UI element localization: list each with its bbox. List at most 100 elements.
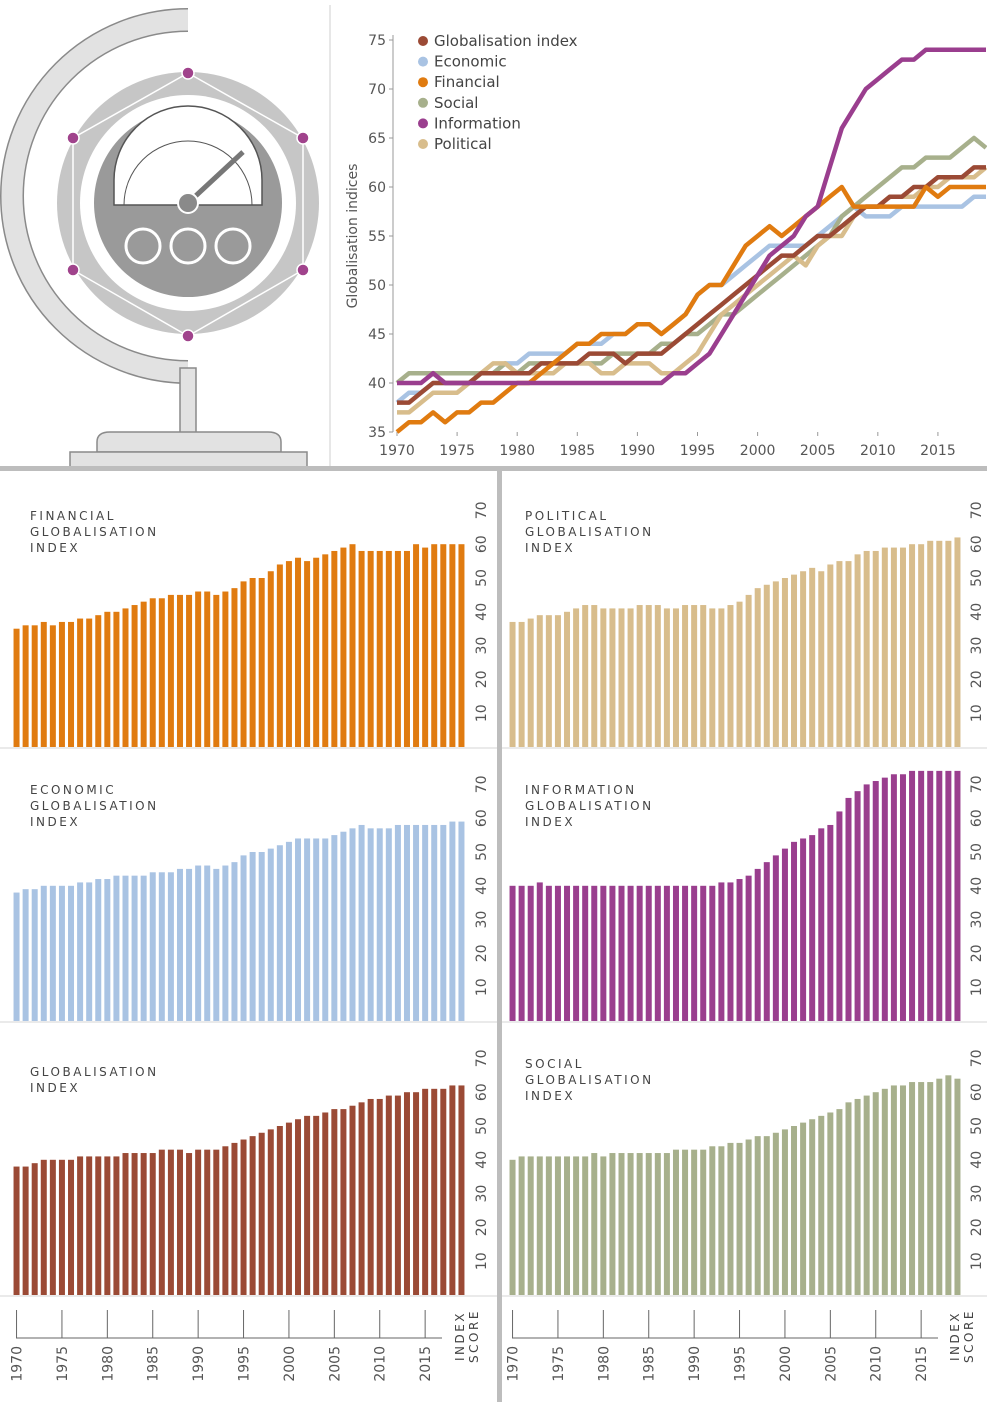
x-tick-label: 1975 [439, 443, 475, 459]
series-line [397, 165, 987, 415]
x-tick-label: 1975 [551, 1346, 567, 1382]
bar [204, 865, 211, 1021]
bar [827, 824, 834, 1021]
bar [122, 875, 129, 1021]
illustration [0, 8, 319, 470]
legend-swatch [418, 56, 428, 67]
bar [554, 885, 561, 1021]
bar [258, 578, 265, 747]
bar [104, 1156, 111, 1295]
y-tick-label: 30 [969, 637, 985, 655]
bar [700, 885, 707, 1021]
bar [358, 1102, 365, 1295]
bar [772, 1132, 779, 1295]
panel-title-line: INDEX [525, 1089, 575, 1103]
bar [176, 1149, 183, 1295]
bar [358, 550, 365, 747]
y-tick-label: 60 [969, 1083, 985, 1101]
bar [140, 1153, 147, 1295]
series-line [395, 184, 986, 434]
bar [313, 1115, 320, 1295]
bar [158, 598, 165, 747]
bar [845, 561, 852, 747]
bar [872, 550, 879, 747]
bar [86, 618, 93, 747]
bar [122, 608, 129, 747]
bar [718, 1146, 725, 1295]
y-tick-label: 70 [368, 82, 386, 98]
hexagon-dots [66, 66, 310, 343]
bar [77, 618, 84, 747]
panel-title-line: INDEX [30, 815, 80, 829]
y-tick-label: 10 [474, 1252, 490, 1270]
bar [240, 855, 247, 1021]
bar [727, 1142, 734, 1295]
bar [881, 1088, 888, 1295]
y-tick-label: 30 [474, 1185, 490, 1203]
bar [49, 625, 56, 747]
panel-title-line: GLOBALISATION [525, 799, 654, 813]
bar [449, 1085, 456, 1295]
y-tick-label: 60 [474, 809, 490, 827]
bar [763, 584, 770, 747]
stand-base [96, 431, 282, 453]
bar [645, 885, 652, 1021]
bar [727, 882, 734, 1021]
bar [40, 1159, 47, 1295]
bar [754, 868, 761, 1021]
panel-title: ECONOMIC GLOBALISATION INDEX [30, 783, 159, 829]
bar [509, 1159, 516, 1295]
bar [890, 1085, 897, 1295]
bar [791, 1126, 798, 1295]
bar [854, 791, 861, 1021]
bar [527, 885, 534, 1021]
bar [213, 1149, 220, 1295]
axis-label: INDEX [948, 1311, 962, 1361]
y-tick-label: 40 [969, 877, 985, 895]
panel-title-line: GLOBALISATION [30, 525, 159, 539]
bar [304, 838, 311, 1021]
bar [458, 1085, 465, 1295]
bar [836, 561, 843, 747]
bar [936, 1078, 943, 1295]
bar [881, 547, 888, 747]
bar [918, 770, 925, 1021]
x-tick-label: 1985 [642, 1346, 658, 1382]
y-tick-label: 65 [368, 131, 386, 147]
bar [554, 615, 561, 747]
bar [322, 838, 329, 1021]
bar [854, 554, 861, 747]
y-tick-label: 50 [474, 843, 490, 861]
bar [104, 611, 111, 747]
bar [77, 882, 84, 1021]
y-tick-label: 50 [368, 278, 386, 294]
y-tick-label: 40 [969, 603, 985, 621]
bar [945, 540, 952, 747]
bar [682, 605, 689, 747]
legend-label: Social [434, 94, 478, 112]
bar [564, 885, 571, 1021]
x-tick-label: 2000 [778, 1346, 794, 1382]
legend-swatch [418, 118, 428, 129]
bar [222, 591, 229, 747]
bar [449, 821, 456, 1021]
bar [195, 591, 202, 747]
bar [440, 1088, 447, 1295]
bar [627, 608, 634, 747]
bar [431, 544, 438, 747]
bar [376, 828, 383, 1021]
bar [645, 605, 652, 747]
y-tick-label: 20 [969, 944, 985, 962]
bar [791, 841, 798, 1021]
bar [736, 601, 743, 747]
axis-label: SCORE [962, 1309, 976, 1363]
bar [536, 1156, 543, 1295]
x-tick-label: 2010 [373, 1346, 389, 1382]
bar [663, 885, 670, 1021]
bar [367, 828, 374, 1021]
bar [781, 848, 788, 1021]
bar [809, 567, 816, 747]
bar [13, 892, 20, 1021]
bar [394, 550, 401, 747]
